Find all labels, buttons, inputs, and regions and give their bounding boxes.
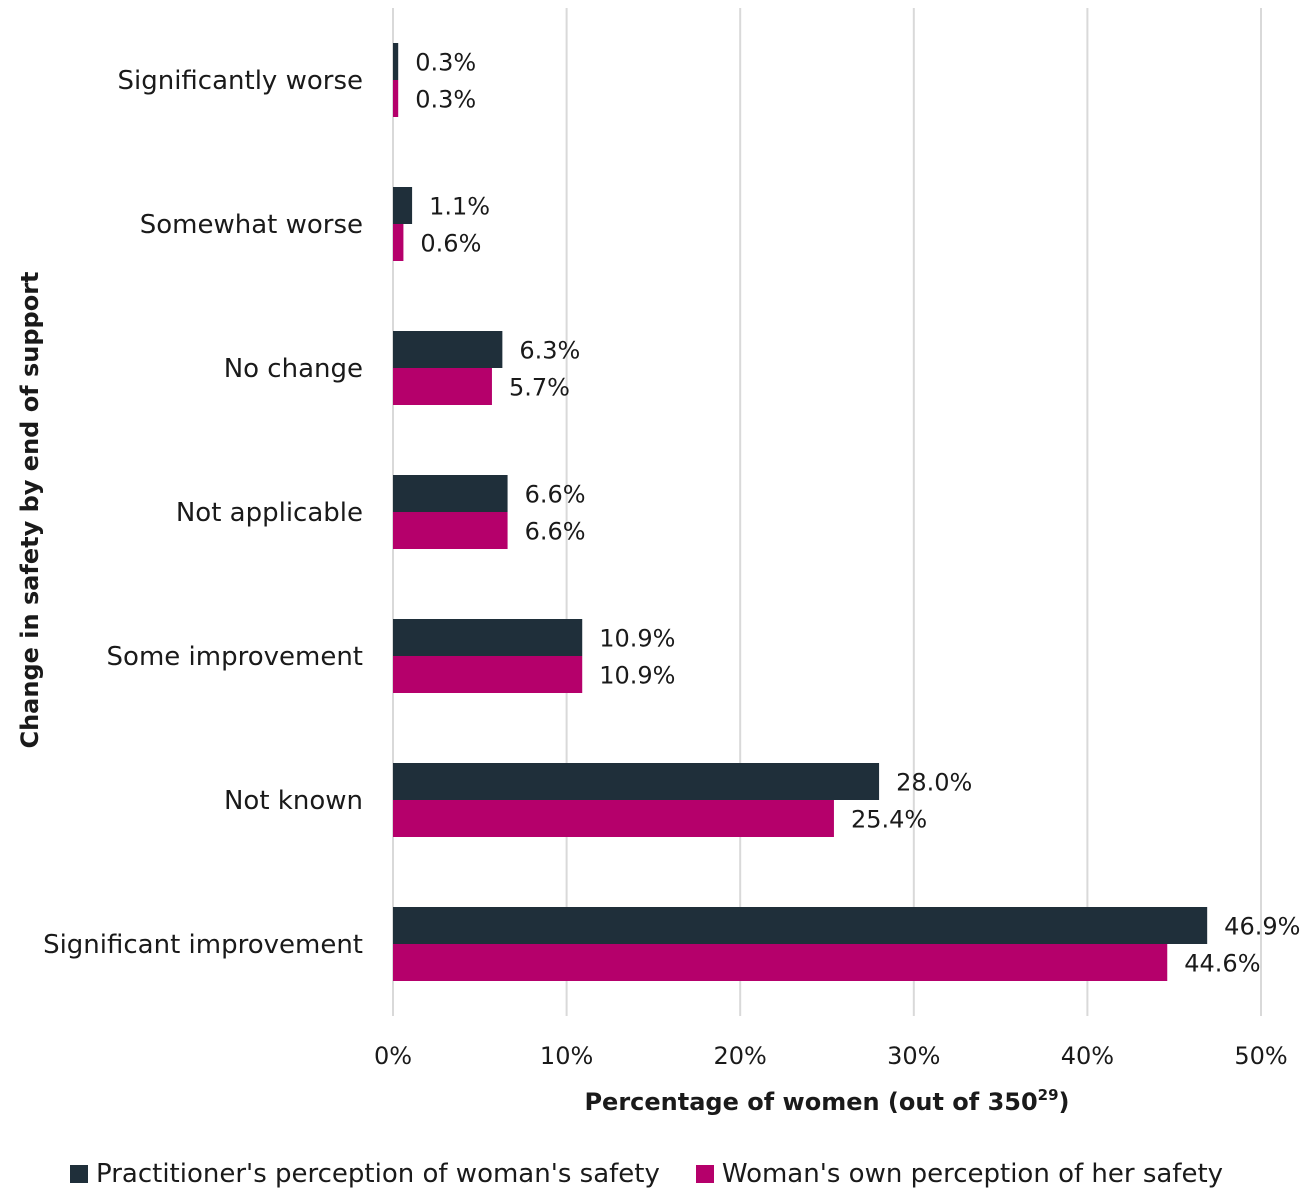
bar-woman xyxy=(393,656,583,693)
bar-woman xyxy=(393,80,399,117)
bar-practitioner xyxy=(393,763,880,800)
data-label: 5.7% xyxy=(509,374,570,402)
data-label: 0.6% xyxy=(420,230,481,258)
data-label: 0.3% xyxy=(415,86,476,114)
x-tick-labels: 0% 10% 20% 30% 40% 50% xyxy=(374,1042,1288,1070)
data-label: 46.9% xyxy=(1224,913,1300,941)
bar-practitioner xyxy=(393,331,503,368)
category-labels: Significantly worse Somewhat worse No chan… xyxy=(43,66,363,960)
data-label: 44.6% xyxy=(1184,950,1260,978)
category-label: Somewhat worse xyxy=(140,210,363,240)
data-label: 1.1% xyxy=(429,193,490,221)
data-label: 6.6% xyxy=(525,481,586,509)
bar-practitioner xyxy=(393,43,399,80)
bar-woman xyxy=(393,800,834,837)
data-label: 0.3% xyxy=(415,49,476,77)
category-label: Significantly worse xyxy=(118,66,364,96)
x-tick-label: 30% xyxy=(887,1042,940,1070)
x-tick-label: 0% xyxy=(374,1042,412,1070)
bar-practitioner xyxy=(393,619,583,656)
legend-swatch-woman xyxy=(695,1165,714,1183)
data-label: 10.9% xyxy=(599,625,675,653)
bar-woman xyxy=(393,944,1168,981)
legend-label-woman: Woman's own perception of her safety xyxy=(721,1159,1224,1189)
bars: 0.3% 0.3% 1.1% 0.6% 6.3% 5.7% 6.6% 6.6% 10.9% 10.… xyxy=(393,43,1300,981)
data-label: 28.0% xyxy=(896,769,972,797)
bar-practitioner xyxy=(393,475,508,512)
legend-item-woman: Woman's own perception of her safety xyxy=(695,1158,1224,1190)
data-label: 25.4% xyxy=(851,806,927,834)
x-axis-title: Percentage of women (out of 35029) xyxy=(584,1086,1069,1116)
x-axis-title-superscript: 29 xyxy=(1038,1086,1059,1104)
x-axis-title-main: Percentage of women (out of 350 xyxy=(584,1088,1037,1116)
legend-item-practitioner: Practitioner's perception of woman's saf… xyxy=(70,1158,660,1190)
category-label: Some improvement xyxy=(107,642,363,672)
x-tick-label: 20% xyxy=(714,1042,767,1070)
y-axis-title: Change in safety by end of support xyxy=(16,271,44,748)
data-label: 10.9% xyxy=(599,662,675,690)
x-tick-label: 10% xyxy=(540,1042,593,1070)
category-label: No change xyxy=(224,354,363,384)
legend-swatch-practitioner xyxy=(70,1165,88,1183)
data-label: 6.3% xyxy=(519,337,580,365)
legend: Practitioner's perception of woman's saf… xyxy=(70,1158,1223,1190)
bar-practitioner xyxy=(393,187,413,224)
bar-woman xyxy=(393,224,404,261)
category-label: Not applicable xyxy=(176,498,363,528)
bar-woman xyxy=(393,512,508,549)
x-tick-label: 40% xyxy=(1061,1042,1114,1070)
legend-label-practitioner: Practitioner's perception of woman's saf… xyxy=(96,1159,660,1189)
gridlines xyxy=(392,8,1262,1016)
data-label: 6.6% xyxy=(525,518,586,546)
category-label: Significant improvement xyxy=(43,930,363,960)
x-tick-label: 50% xyxy=(1234,1042,1287,1070)
bar-woman xyxy=(393,368,492,405)
bar-practitioner xyxy=(393,907,1208,944)
category-label: Not known xyxy=(224,786,363,816)
x-axis-title-suffix: ) xyxy=(1059,1088,1070,1116)
